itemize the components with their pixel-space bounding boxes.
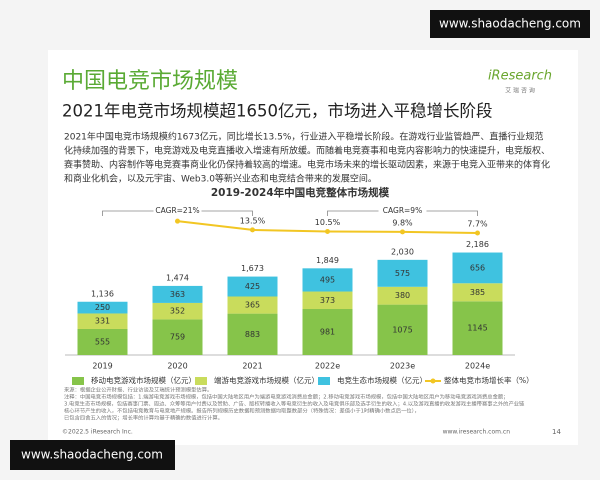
- legend-label: 整体电竞市场增长率（%）: [444, 375, 534, 385]
- bar-value-label: 495: [320, 275, 335, 284]
- growth-label: 9.8%: [392, 218, 413, 227]
- growth-point: [325, 229, 330, 235]
- bar-value-label: 981: [320, 328, 335, 337]
- bar-segment: [302, 291, 353, 310]
- total-label: 1,474: [166, 273, 189, 282]
- note-line: 注释：中国电竞市场规模包括：1.端游电竞游戏市场规模，包括中国大陆地区用户为端游…: [64, 393, 508, 401]
- bar-segment: [152, 302, 203, 320]
- bar-segment: [452, 301, 503, 355]
- x-tick-label: 2024e: [465, 362, 490, 371]
- page-title: 中国电竞市场规模: [62, 69, 238, 94]
- legend-label: 端游电竞游戏市场规模（亿元）: [214, 375, 319, 385]
- growth-point: [175, 218, 180, 224]
- bar-segment: [227, 296, 278, 314]
- page-number: 14: [552, 428, 561, 436]
- paragraph-line: 和商业化机会，以及元宇宙、Web3.0等新兴业态和电竞结合带来的发展空间。: [64, 173, 377, 185]
- legend-label: 移动电竞游戏市场规模（亿元）: [91, 375, 196, 385]
- x-tick-label: 2021: [242, 362, 262, 371]
- bar-value-label: 365: [245, 301, 260, 310]
- total-label: 1,673: [241, 264, 264, 273]
- bar-segment: [302, 268, 353, 292]
- watermark: www.shaodacheng.com: [439, 17, 581, 31]
- bar-value-label: 385: [470, 288, 485, 297]
- growth-point: [250, 227, 255, 233]
- x-tick-label: 2020: [167, 362, 187, 371]
- watermark-box: [10, 440, 175, 470]
- bar-value-label: 555: [95, 337, 110, 346]
- bar-value-label: 656: [470, 263, 485, 272]
- bar-value-label: 425: [245, 282, 260, 291]
- bar-value-label: 575: [395, 269, 410, 278]
- x-tick-label: 2019: [92, 362, 112, 371]
- bar-value-label: 883: [245, 330, 260, 339]
- bar-value-label: 380: [395, 291, 410, 300]
- note-line: 核心环节产生的收入，不包括电竞教育与电竞地产规模。报告所列规模历史数据和预测数据…: [64, 407, 420, 415]
- bar-segment: [77, 313, 128, 329]
- bar-segment: [77, 301, 128, 314]
- bar-segment: [377, 259, 428, 287]
- legend-swatch: [72, 377, 84, 385]
- bar-value-label: 352: [170, 307, 185, 316]
- bar-segment: [377, 304, 428, 355]
- note-line: 已包含四舍五入的情况；增长率的计算均基于精确的数值进行计算。: [64, 414, 223, 422]
- bar-value-label: 363: [170, 290, 185, 299]
- growth-point: [400, 229, 405, 235]
- growth-label: 13.5%: [240, 216, 266, 225]
- copyright: ©2022.5 iResearch Inc.: [62, 429, 133, 436]
- bar-value-label: 1145: [467, 324, 487, 333]
- logo: iResearch: [488, 69, 552, 84]
- watermark: www.shaodacheng.com: [21, 448, 163, 462]
- legend-swatch: [318, 377, 330, 385]
- growth-label: 7.7%: [467, 220, 488, 229]
- bar-segment: [302, 309, 353, 355]
- legend-dot: [430, 378, 436, 384]
- bar-value-label: 373: [320, 296, 335, 305]
- bar-segment: [227, 276, 278, 297]
- bar-segment: [227, 313, 278, 355]
- growth-point: [475, 230, 480, 236]
- watermark-box: [430, 10, 590, 38]
- bar-segment: [377, 286, 428, 305]
- bar-segment: [452, 283, 503, 302]
- slide: [48, 50, 578, 445]
- total-label: 2,186: [466, 240, 489, 249]
- bar-segment: [452, 252, 503, 284]
- cagr-label-bg: [378, 205, 427, 217]
- total-label: 1,136: [91, 289, 114, 298]
- cagr-label: CAGR=21%: [155, 206, 199, 215]
- bar-value-label: 1075: [392, 325, 412, 334]
- cagr-label-bg: [153, 205, 202, 217]
- bar-value-label: 250: [95, 303, 110, 312]
- total-label: 2,030: [391, 247, 414, 256]
- bar-value-label: 331: [95, 317, 110, 326]
- note-line: 3.电竞生态市场规模，包括赛事门票、周边、众筹等用户付费以及赞助、广告、版权转播…: [64, 400, 525, 408]
- subtitle: 2021年电竞市场规模超1650亿元，市场进入平稳增长阶段: [62, 102, 492, 121]
- total-label: 1,849: [316, 256, 339, 265]
- paragraph-line: 2021年中国电竞市场规模约1673亿元，同比增长13.5%，行业进入平稳增长阶…: [64, 131, 543, 143]
- bar-segment: [152, 285, 203, 303]
- logo-tagline: 艾 瑞 咨 询: [505, 87, 535, 95]
- chart-title: 2019-2024年中国电竞整体市场规模: [211, 186, 390, 199]
- legend-label: 电竞生态市场规模（亿元）: [337, 375, 427, 385]
- bar-value-label: 759: [170, 333, 185, 342]
- bar-segment: [152, 319, 203, 355]
- bar-segment: [77, 328, 128, 355]
- cagr-label: CAGR=9%: [383, 206, 422, 215]
- paragraph-line: 赛事赞助、内容制作等电竞赛事商业化仍保持着较高的增速。电竞市场未来的增长驱动因素…: [64, 159, 550, 171]
- legend-swatch: [195, 377, 207, 385]
- paragraph-line: 化持续加强的背景下，电竞游戏及电竞直播收入增速有所放缓。而随着电竞赛事和电竞内容…: [64, 145, 550, 157]
- x-tick-label: 2022e: [315, 362, 340, 371]
- growth-label: 10.5%: [315, 218, 341, 227]
- x-tick-label: 2023e: [390, 362, 415, 371]
- note-line: 来源：根据企业公开财报、行业访谈及艾瑞统计预测模型估算。: [64, 386, 212, 394]
- website: www.iresearch.com.cn: [443, 429, 511, 436]
